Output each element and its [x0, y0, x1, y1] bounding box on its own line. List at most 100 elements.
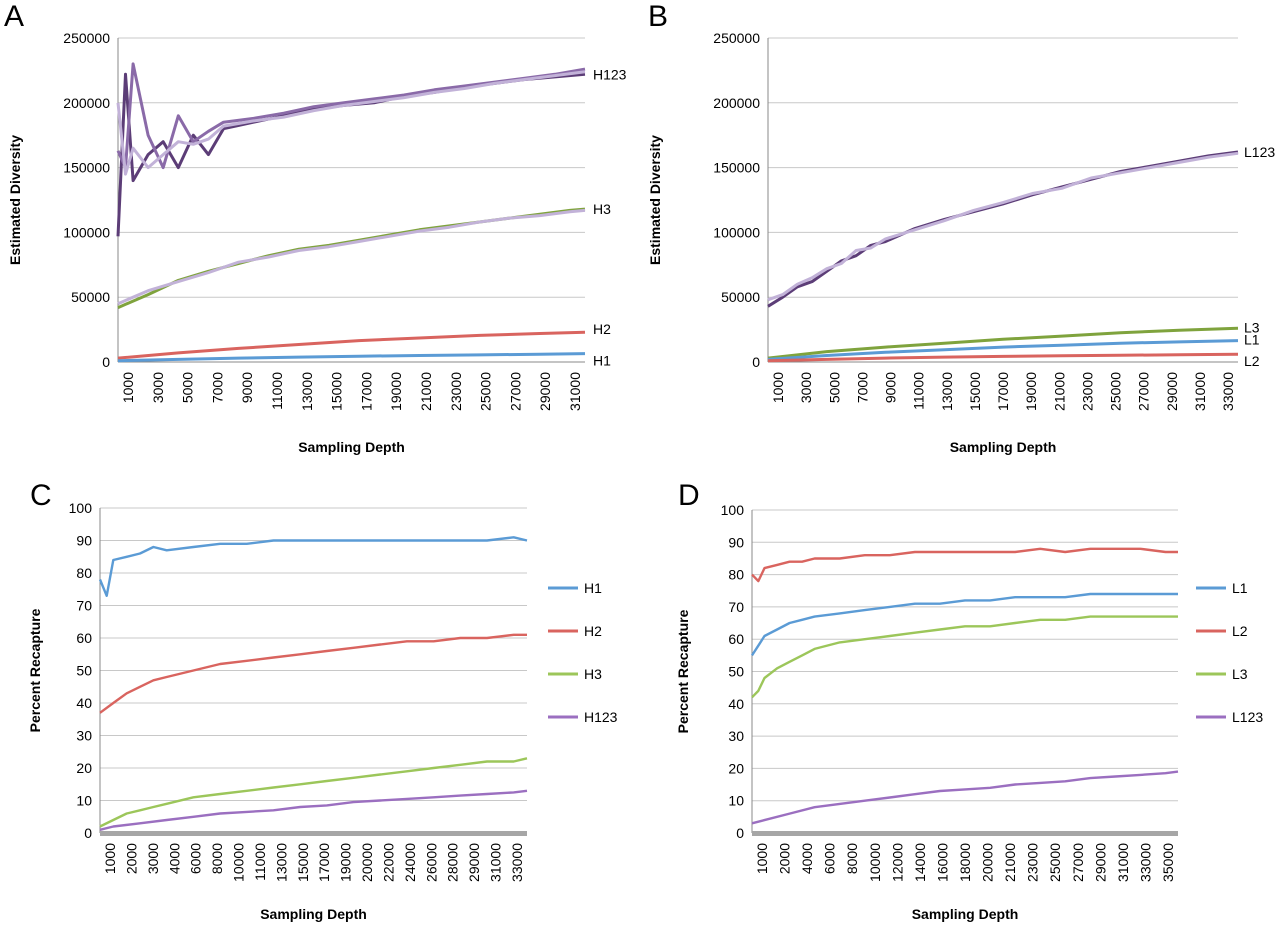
- series-line-h123: [116, 62, 586, 170]
- x-tick-label: 29000: [1092, 843, 1108, 882]
- y-tick-label: 90: [728, 534, 744, 550]
- x-tick-label: 13000: [299, 372, 315, 411]
- end-label-h1: H1: [593, 353, 611, 369]
- y-tick-label: 150000: [713, 160, 760, 176]
- x-tick-label: 31000: [488, 843, 504, 882]
- x-tick-label: 15000: [295, 843, 311, 882]
- x-tick-label: 1000: [770, 372, 786, 403]
- x-tick-label: 19000: [338, 843, 354, 882]
- x-tick-label: 29000: [466, 843, 482, 882]
- x-tick-label: 10000: [867, 843, 883, 882]
- x-tick-label: 4000: [799, 843, 815, 874]
- series-line-l123: [767, 151, 1239, 302]
- x-tick-label: 35000: [1160, 843, 1176, 882]
- legend-label-l3: L3: [1232, 666, 1248, 682]
- y-tick-label: 30: [76, 728, 92, 744]
- legend-label-h1: H1: [584, 580, 602, 596]
- x-tick-label: 27000: [1070, 843, 1086, 882]
- x-tick-label: 31000: [1192, 372, 1208, 411]
- x-tick-label: 19000: [388, 372, 404, 411]
- x-tick-label: 7000: [209, 372, 225, 403]
- x-tick-label: 1000: [120, 372, 136, 403]
- series-line-l123: [767, 150, 1239, 308]
- y-tick-label: 20: [76, 760, 92, 776]
- x-tick-label: 8000: [844, 843, 860, 874]
- x-tick-label: 21000: [1051, 372, 1067, 411]
- y-axis-title: Estimated Diversity: [647, 135, 663, 265]
- x-tick-label: 15000: [967, 372, 983, 411]
- x-tick-label: 7000: [854, 372, 870, 403]
- y-tick-label: 250000: [63, 30, 110, 46]
- x-axis-title: Sampling Depth: [912, 906, 1019, 922]
- series-line-h123: [116, 70, 586, 176]
- x-tick-label: 27000: [507, 372, 523, 411]
- end-label-l3: L3: [1244, 319, 1260, 335]
- y-axis-title: Percent Recapture: [27, 608, 43, 732]
- end-label-l123: L123: [1244, 144, 1275, 160]
- y-tick-label: 60: [728, 631, 744, 647]
- x-tick-label: 1000: [754, 843, 770, 874]
- y-tick-label: 0: [736, 825, 744, 841]
- series-line-l3: [767, 326, 1239, 360]
- y-tick-label: 50: [728, 664, 744, 680]
- y-tick-label: 150000: [63, 160, 110, 176]
- legend-label-h3: H3: [584, 666, 602, 682]
- series-line-l2: [767, 352, 1239, 363]
- y-tick-label: 70: [76, 598, 92, 614]
- legend-label-h123: H123: [584, 709, 618, 725]
- x-tick-label: 11000: [269, 372, 285, 410]
- x-tick-label: 25000: [1047, 843, 1063, 882]
- x-tick-label: 29000: [537, 372, 553, 411]
- y-tick-label: 200000: [63, 95, 110, 111]
- y-tick-label: 80: [76, 565, 92, 581]
- panel-a: A 0 50000 100000 150000 200000 250000 1000 3000…: [4, 0, 627, 455]
- y-tick-label: 30: [728, 728, 744, 744]
- panel-b: B 0 50000 100000 150000 200000 250000 1000 3000…: [647, 0, 1275, 455]
- panel-c: C 0 10 20 30 40 50 60 70 80 90 100 1000 2000 3000 4000…: [27, 479, 618, 922]
- series-line-l1: [750, 592, 1178, 657]
- y-tick-label: 80: [728, 567, 744, 583]
- series-line-h123: [116, 72, 586, 237]
- y-tick-label: 100000: [63, 224, 110, 240]
- x-tick-label: 13000: [939, 372, 955, 411]
- y-tick-label: 50: [76, 663, 92, 679]
- y-tick-label: 20: [728, 760, 744, 776]
- series-line-l123: [751, 770, 1179, 825]
- x-tick-label: 23000: [1025, 843, 1041, 882]
- x-tick-label: 5000: [180, 372, 196, 403]
- x-tick-label: 14000: [912, 843, 928, 882]
- x-tick-label: 16000: [934, 843, 950, 882]
- baseline-band: [752, 831, 1178, 836]
- panel-d: D 0 10 20 30 40 50 60 70 80 90 100 1000 2000 4000 6000…: [675, 479, 1263, 922]
- x-tick-label: 2000: [777, 843, 793, 874]
- legend-label-l2: L2: [1232, 623, 1248, 639]
- x-tick-label: 33000: [509, 843, 525, 882]
- y-tick-label: 200000: [713, 95, 760, 111]
- y-tick-label: 90: [76, 533, 92, 549]
- x-axis-title: Sampling Depth: [950, 439, 1057, 455]
- x-tick-label: 21000: [1002, 843, 1018, 882]
- x-tick-label: 20000: [359, 843, 375, 882]
- y-tick-label: 100000: [713, 224, 760, 240]
- x-tick-label: 21000: [418, 372, 434, 411]
- baseline-band: [100, 831, 527, 836]
- series-line-h3: [117, 207, 586, 309]
- series-line-h1: [98, 536, 528, 597]
- x-tick-label: 10000: [231, 843, 247, 882]
- x-tick-label: 27000: [1136, 372, 1152, 411]
- x-tick-label: 33000: [1137, 843, 1153, 882]
- x-tick-label: 3000: [798, 372, 814, 403]
- series-line-h1: [117, 352, 586, 363]
- x-tick-label: 17000: [358, 372, 374, 411]
- x-tick-label: 25000: [1108, 372, 1124, 411]
- end-label-h2: H2: [593, 321, 611, 337]
- end-label-l1: L1: [1244, 332, 1260, 348]
- x-tick-label: 31000: [1115, 843, 1131, 882]
- legend-label-l123: L123: [1232, 709, 1263, 725]
- x-tick-label: 6000: [822, 843, 838, 874]
- x-tick-label: 26000: [423, 843, 439, 882]
- x-tick-label: 12000: [889, 843, 905, 882]
- y-tick-label: 10: [76, 793, 92, 809]
- x-tick-label: 18000: [957, 843, 973, 882]
